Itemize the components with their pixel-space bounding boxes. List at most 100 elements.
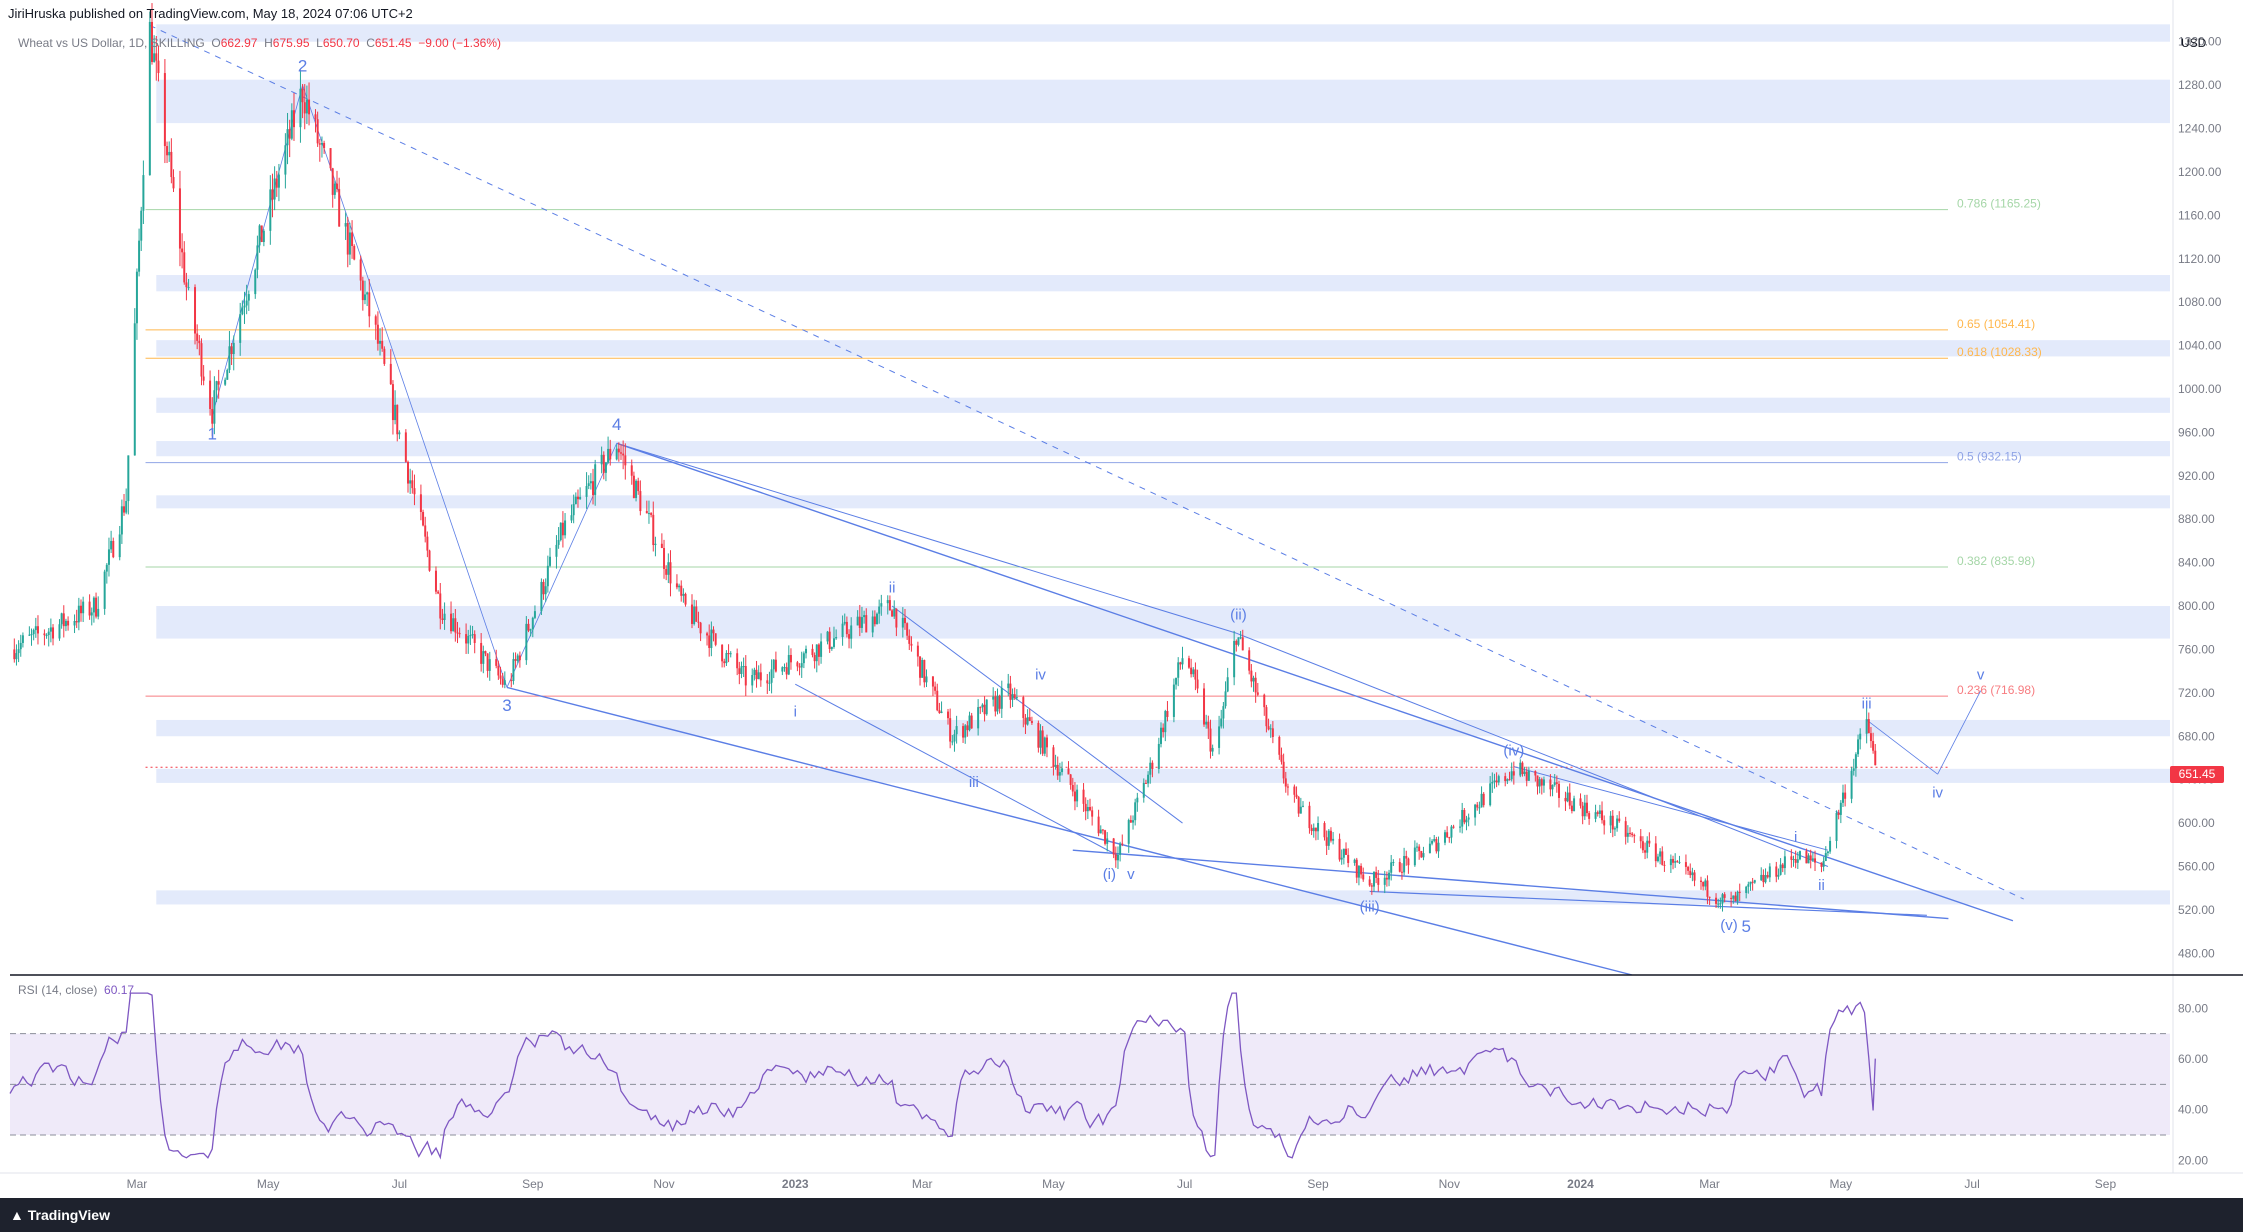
price-tick-label: 760.00	[2178, 642, 2215, 656]
candle-body	[1639, 836, 1642, 842]
time-axis[interactable]: Mar May Jul Sep Nov 2023 Mar May Jul Sep Nov 2024 Ma…	[0, 1172, 2243, 1191]
candle-body	[1841, 792, 1844, 803]
candle-body	[796, 662, 799, 667]
fib-label: 0.382 (835.98)	[1957, 554, 2035, 568]
wave-label: 3	[502, 696, 511, 715]
time-tick-label: Jul	[1964, 1177, 1979, 1191]
candle-body	[1405, 855, 1408, 859]
wave-label: v	[1127, 866, 1135, 883]
candle-body	[153, 53, 156, 62]
candle-body	[155, 53, 158, 61]
candle-body	[62, 613, 65, 627]
candle-body	[1844, 792, 1847, 799]
price-tick-label: 560.00	[2178, 859, 2215, 873]
candle-body	[1254, 677, 1257, 693]
candle-body	[858, 616, 861, 628]
candle-body	[1811, 858, 1814, 861]
candle-body	[1504, 776, 1507, 782]
candle-body	[1295, 794, 1298, 798]
candle-body	[1280, 754, 1283, 762]
candle-body	[916, 645, 919, 657]
candle-body	[1136, 797, 1139, 803]
candle-body	[602, 454, 605, 473]
candle-body	[938, 710, 941, 713]
price-axis[interactable]: 480.00520.00560.00600.00640.00680.00720.…	[2172, 0, 2222, 1173]
candle-body	[1558, 783, 1561, 798]
candle-body	[1766, 875, 1769, 878]
time-tick-label: Jul	[1177, 1177, 1192, 1191]
wave-label: (v)	[1720, 917, 1738, 934]
candle-body	[1734, 895, 1737, 902]
candle-body	[1099, 829, 1102, 834]
candle-body	[919, 656, 922, 678]
candle-body	[1028, 717, 1031, 722]
time-tick-label: Nov	[1439, 1177, 1460, 1191]
candle-body	[473, 634, 476, 643]
candle-body	[437, 591, 440, 594]
candle-body	[645, 511, 648, 514]
wave-label: iii	[1862, 696, 1872, 713]
candle-body	[391, 384, 394, 421]
candle-body	[774, 659, 777, 672]
price-zone	[156, 24, 2171, 42]
candle-body	[549, 556, 551, 566]
candle-body	[637, 480, 640, 492]
candle-body	[458, 633, 461, 635]
candle-body	[772, 659, 775, 670]
candle-body	[501, 678, 504, 685]
candle-body	[1768, 866, 1771, 878]
candle-body	[411, 480, 414, 489]
candle-body	[1177, 662, 1180, 678]
candle-body	[138, 240, 141, 272]
candle-body	[1721, 894, 1724, 904]
symbol-legend: Wheat vs US Dollar, 1D, SKILLING O662.97…	[18, 36, 502, 50]
candle-body	[1299, 806, 1302, 814]
price-chart[interactable]: 0.786 (1165.25) 0.65 (1054.41) 0.618 (1028…	[0, 0, 2243, 1198]
candle-body	[1704, 880, 1707, 887]
wave-label: v	[1977, 666, 1985, 683]
candle-body	[604, 462, 607, 473]
candle-body	[1624, 821, 1627, 837]
candle-body	[187, 287, 190, 289]
fib-label: 0.5 (932.15)	[1957, 450, 2022, 464]
candle-body	[1071, 784, 1074, 792]
candle-body	[936, 690, 939, 711]
price-tick-label: 1160.00	[2178, 208, 2221, 222]
candle-body	[721, 644, 724, 662]
candlestick-series	[13, 3, 1877, 912]
candle-body	[1368, 879, 1371, 886]
candle-body	[949, 718, 952, 742]
rsi-tick-label: 40.00	[2178, 1103, 2208, 1117]
candle-body	[1205, 721, 1208, 725]
candle-body	[471, 634, 474, 636]
tradingview-logo[interactable]: ▲ TradingView	[10, 1207, 110, 1223]
candle-body	[135, 271, 138, 324]
candle-body	[546, 565, 549, 587]
candle-body	[1187, 658, 1190, 668]
candle-body	[305, 99, 308, 114]
candle-body	[17, 649, 20, 654]
candle-body	[1024, 717, 1027, 725]
candle-body	[30, 634, 33, 636]
candle-body	[1527, 771, 1530, 781]
price-tick-label: 1200.00	[2178, 165, 2222, 179]
wave-label: (iii)	[1360, 899, 1380, 916]
candle-body	[1633, 835, 1636, 837]
candle-body	[1536, 775, 1539, 787]
candle-body	[320, 142, 323, 145]
price-tick-label: 880.00	[2178, 512, 2215, 526]
candle-body	[196, 333, 199, 341]
candle-body	[1269, 728, 1272, 730]
candle-body	[880, 603, 883, 607]
currency-label[interactable]: USD	[2181, 36, 2207, 50]
candle-body	[725, 653, 728, 664]
candle-body	[1340, 857, 1343, 860]
candle-body	[994, 696, 997, 712]
candle-body	[503, 680, 506, 685]
candle-body	[1826, 851, 1829, 854]
candle-body	[1039, 730, 1042, 748]
candle-body	[1585, 802, 1588, 814]
candle-body	[329, 148, 332, 169]
candle-body	[1209, 728, 1212, 752]
candle-body	[1609, 815, 1612, 826]
